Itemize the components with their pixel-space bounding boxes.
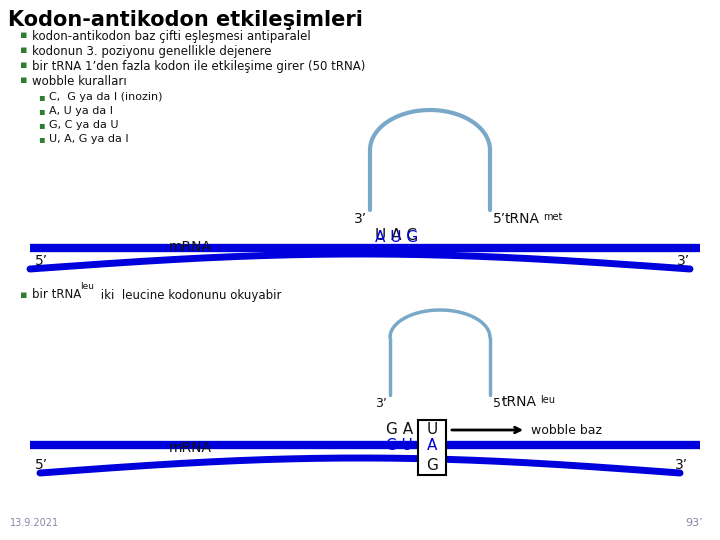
Text: met: met [543,212,562,222]
Text: 5’: 5’ [493,212,506,226]
Text: ▪: ▪ [20,290,27,300]
Text: C U: C U [386,437,413,453]
Bar [418,420,446,475]
Text: kodonun 3. poziyonu genellikle dejenere: kodonun 3. poziyonu genellikle dejenere [32,45,271,58]
Text: 93’: 93’ [685,518,703,528]
Text: 3’: 3’ [375,397,387,410]
Text: wobble kuralları: wobble kuralları [32,75,127,88]
Text: ▪: ▪ [20,30,27,40]
Text: ▪: ▪ [38,106,45,116]
Text: 13.9.2021: 13.9.2021 [10,518,59,528]
Text: mRNA: mRNA [168,441,212,455]
Text: Kodon-antikodon etkileşimleri: Kodon-antikodon etkileşimleri [8,10,363,30]
Text: A: A [427,437,437,453]
Text: 3’: 3’ [677,254,690,268]
Text: G, C ya da U: G, C ya da U [49,120,119,130]
Text: ▪: ▪ [20,45,27,55]
Text: 5’: 5’ [35,254,48,268]
Text: G A: G A [386,422,413,437]
Text: iki  leucine kodonunu okuyabir: iki leucine kodonunu okuyabir [97,288,282,301]
Text: wobble baz: wobble baz [531,423,602,436]
Text: U: U [426,422,438,437]
Text: G: G [426,457,438,472]
Text: leu: leu [540,395,555,405]
Text: U A C: U A C [375,228,417,243]
Text: 5’: 5’ [35,458,48,472]
Text: 3’: 3’ [675,458,688,472]
Text: tRNA: tRNA [505,212,540,226]
Text: U, A, G ya da I: U, A, G ya da I [49,134,129,144]
Text: A U G: A U G [375,230,418,245]
Text: tRNA: tRNA [502,395,537,409]
Text: leu: leu [80,282,94,291]
Text: 5’: 5’ [493,397,505,410]
Text: A, U ya da I: A, U ya da I [49,106,113,116]
Text: ▪: ▪ [38,92,45,102]
Text: bir tRNA: bir tRNA [32,288,81,301]
Text: C,  G ya da I (inozin): C, G ya da I (inozin) [49,92,163,102]
Text: bir tRNA 1’den fazla kodon ile etkileşime girer (50 tRNA): bir tRNA 1’den fazla kodon ile etkileşim… [32,60,365,73]
Text: 3’: 3’ [354,212,367,226]
Text: ▪: ▪ [20,75,27,85]
Text: ▪: ▪ [38,134,45,144]
Text: ▪: ▪ [38,120,45,130]
Text: ▪: ▪ [20,60,27,70]
Text: kodon-antikodon baz çifti eşleşmesi antiparalel: kodon-antikodon baz çifti eşleşmesi anti… [32,30,311,43]
Text: mRNA: mRNA [168,240,212,254]
